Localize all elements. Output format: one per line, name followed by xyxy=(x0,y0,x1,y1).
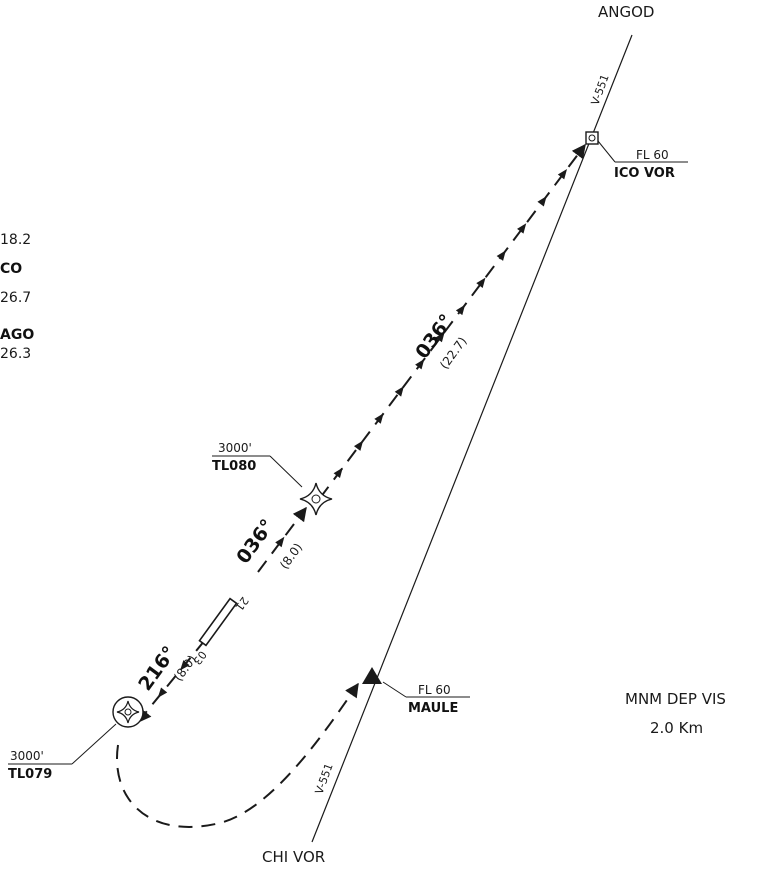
tl079-altitude: 3000' xyxy=(10,749,44,763)
tl080-altitude: 3000' xyxy=(218,441,252,455)
route-arrowhead xyxy=(455,304,466,316)
tl080-leader xyxy=(269,455,303,488)
route-arrowhead xyxy=(496,250,506,261)
ico-vor-altitude: FL 60 xyxy=(636,148,669,162)
route-curve-to-maule xyxy=(116,682,359,828)
freq-line-3: 26.7 xyxy=(0,290,31,306)
mnm-dep-vis-value: 2.0 Km xyxy=(650,719,703,737)
route-arrowhead xyxy=(557,168,568,180)
ico-vor-leader xyxy=(597,140,616,163)
maule-altitude: FL 60 xyxy=(418,683,451,697)
route-arrowhead xyxy=(415,359,425,370)
route-arrowhead xyxy=(333,467,343,479)
airway-label-north: V-551 xyxy=(589,73,612,107)
tl079-leader xyxy=(71,723,117,765)
maule-fix-symbol xyxy=(362,667,382,684)
runway-end-21: 21 xyxy=(232,594,251,613)
route-arrowhead xyxy=(275,536,285,548)
route-arrowhead xyxy=(394,386,404,397)
freq-line-1: 18.2 xyxy=(0,232,31,248)
route-arrowhead xyxy=(476,277,486,288)
route-dashed-middle xyxy=(257,506,307,573)
freq-line-5: 26.3 xyxy=(0,346,31,362)
route-arrowhead xyxy=(353,440,364,451)
route-dashed-lower xyxy=(137,639,206,724)
tl079-fix-symbol xyxy=(112,696,144,728)
angod-label: ANGOD xyxy=(598,3,654,21)
runway xyxy=(198,597,238,647)
maule-name: MAULE xyxy=(408,701,458,716)
tl080-name: TL080 xyxy=(212,459,256,474)
tl079-name: TL079 xyxy=(8,767,52,782)
route-arrowhead xyxy=(374,413,384,424)
leg-middle-course: 036° xyxy=(232,515,279,568)
route-arrowheads xyxy=(157,168,568,698)
mnm-dep-vis-label: MNM DEP VIS xyxy=(625,690,726,708)
route-dashed-upper xyxy=(319,143,586,499)
airway-v551-line xyxy=(311,34,633,843)
route-arrowhead xyxy=(157,687,168,698)
ico-vor-symbol xyxy=(585,131,599,145)
route-arrowhead xyxy=(537,196,547,207)
ico-vor-name: ICO VOR xyxy=(614,166,675,181)
tl080-fix-symbol xyxy=(299,482,333,516)
route-arrowhead xyxy=(517,223,527,234)
route-arrowhead xyxy=(180,660,190,671)
freq-line-2: CO xyxy=(0,261,22,277)
route-arrowhead xyxy=(435,331,445,343)
chi-vor-label: CHI VOR xyxy=(262,848,325,866)
leg-lower-course: 216° xyxy=(134,642,181,695)
freq-line-4: AGO xyxy=(0,327,34,343)
maule-leader xyxy=(382,681,407,698)
